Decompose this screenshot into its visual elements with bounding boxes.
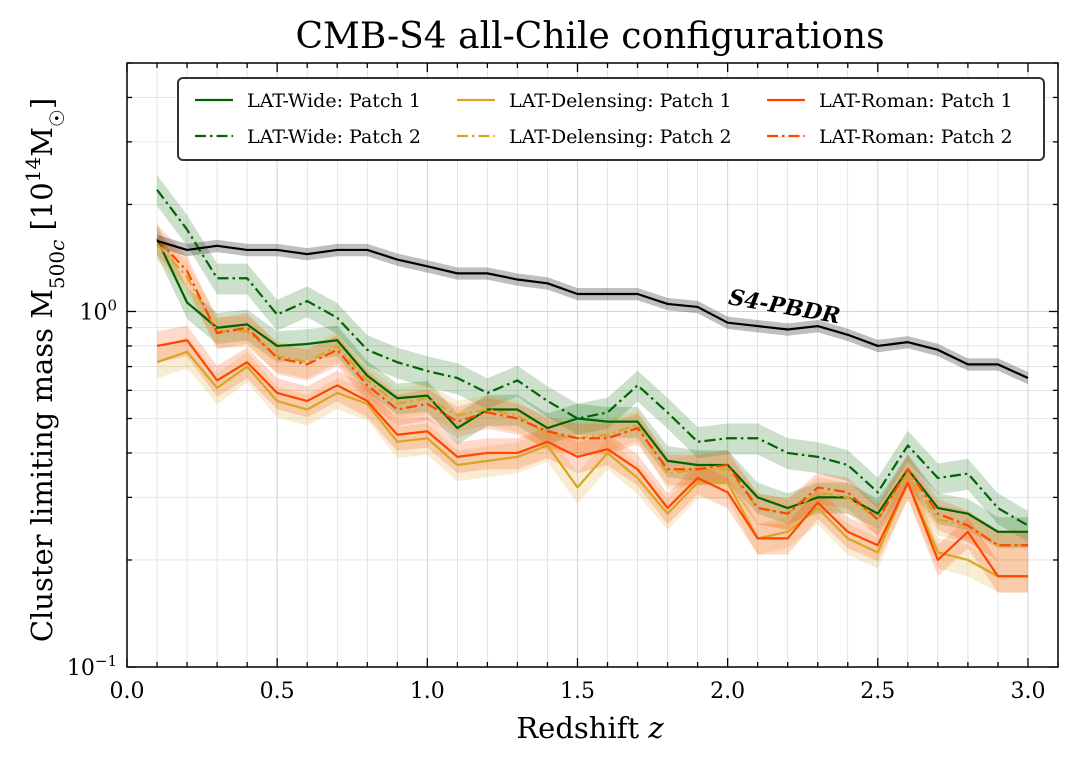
x-tick-label: 0.5 xyxy=(260,679,295,704)
legend-label-1: LAT-Wide: Patch 2 xyxy=(247,126,421,148)
x-tick-label: 3.0 xyxy=(1010,679,1045,704)
legend-label-5: LAT-Roman: Patch 2 xyxy=(819,126,1013,148)
ticks: 0.0 0.5 1.0 1.5 2.0 2.5 3.0 10−1 100 xyxy=(67,62,1059,704)
x-tick-label: 2.0 xyxy=(710,679,745,704)
y-tick-label: 10−1 xyxy=(67,652,117,681)
band-series-1 xyxy=(157,175,1028,542)
legend-label-4: LAT-Roman: Patch 1 xyxy=(819,90,1013,112)
chart-title: CMB-S4 all-Chile configurations xyxy=(295,16,884,57)
plot-frame xyxy=(126,62,1059,668)
series-lines xyxy=(156,189,1029,578)
x-tick-label: 2.5 xyxy=(860,679,895,704)
legend-label-3: LAT-Delensing: Patch 2 xyxy=(509,126,732,148)
x-axis-label: Redshift z xyxy=(516,711,664,745)
line-series-5 xyxy=(156,238,1028,547)
y-axis-label: Cluster limiting mass M500c [1014M☉] xyxy=(21,98,69,642)
band-series-0 xyxy=(157,224,1028,549)
line-series-1 xyxy=(156,189,1029,527)
band-series-2 xyxy=(157,337,1028,593)
uncertainty-bands xyxy=(157,175,1028,593)
legend-frame xyxy=(177,77,1045,161)
band-series-4 xyxy=(157,325,1028,593)
x-tick-label: 1.5 xyxy=(560,679,595,704)
x-tick-label: 1.0 xyxy=(410,679,445,704)
line-series-3 xyxy=(156,243,1028,547)
band-series-5 xyxy=(157,224,1028,562)
band-series-3 xyxy=(157,229,1028,562)
line-series-2 xyxy=(156,350,1028,578)
legend-label-2: LAT-Delensing: Patch 1 xyxy=(509,90,732,112)
x-tick-label: 0.0 xyxy=(110,679,145,704)
legend-label-0: LAT-Wide: Patch 1 xyxy=(247,90,421,112)
line-series-0 xyxy=(156,238,1028,533)
line-series-6 xyxy=(156,239,1029,380)
axes xyxy=(126,62,1059,668)
line-series-4 xyxy=(156,339,1028,578)
y-tick-label: 100 xyxy=(79,296,117,325)
legend: LAT-Wide: Patch 1 LAT-Wide: Patch 2 LAT-De… xyxy=(177,77,1045,161)
